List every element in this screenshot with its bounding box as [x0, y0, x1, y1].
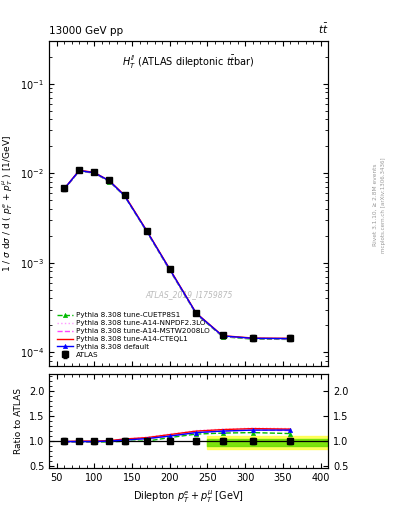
- Pythia 8.308 tune-CUETP8S1: [288, 336, 293, 343]
- Text: $H_T^{ll}$ (ATLAS dileptonic $t\bar{t}$bar): $H_T^{ll}$ (ATLAS dileptonic $t\bar{t}$b…: [122, 54, 255, 71]
- Pythia 8.308 tune-A14-MSTW2008LO: [167, 267, 172, 273]
- Pythia 8.308 tune-A14-NNPDF2.3LO: [194, 310, 198, 316]
- Pythia 8.308 tune-CUETP8S1: [194, 311, 198, 317]
- Pythia 8.308 tune-A14-NNPDF2.3LO: [250, 335, 255, 342]
- Pythia 8.308 tune-A14-NNPDF2.3LO: [288, 335, 293, 342]
- Pythia 8.308 tune-A14-NNPDF2.3LO: [62, 185, 66, 191]
- Pythia 8.308 default: [122, 193, 127, 199]
- Line: Pythia 8.308 tune-A14-CTEQL1: Pythia 8.308 tune-A14-CTEQL1: [64, 170, 290, 338]
- Pythia 8.308 tune-CUETP8S1: [250, 336, 255, 342]
- Pythia 8.308 tune-A14-MSTW2008LO: [107, 178, 112, 184]
- Pythia 8.308 default: [92, 169, 97, 176]
- Pythia 8.308 tune-A14-CTEQL1: [107, 178, 112, 184]
- Pythia 8.308 tune-A14-NNPDF2.3LO: [107, 178, 112, 184]
- Text: mcplots.cern.ch [arXiv:1306.3436]: mcplots.cern.ch [arXiv:1306.3436]: [381, 157, 386, 252]
- Pythia 8.308 tune-CUETP8S1: [92, 170, 97, 176]
- Text: 13000 GeV pp: 13000 GeV pp: [49, 26, 123, 36]
- Text: ATLAS_2019_I1759875: ATLAS_2019_I1759875: [145, 290, 232, 299]
- Y-axis label: Ratio to ATLAS: Ratio to ATLAS: [14, 388, 23, 454]
- Pythia 8.308 tune-CUETP8S1: [107, 179, 112, 185]
- Pythia 8.308 tune-CUETP8S1: [77, 168, 82, 174]
- Pythia 8.308 tune-A14-CTEQL1: [92, 169, 97, 176]
- Pythia 8.308 tune-CUETP8S1: [62, 186, 66, 193]
- Pythia 8.308 default: [62, 186, 66, 192]
- Pythia 8.308 tune-A14-CTEQL1: [288, 335, 293, 342]
- Pythia 8.308 tune-A14-MSTW2008LO: [92, 170, 97, 176]
- Line: Pythia 8.308 tune-A14-NNPDF2.3LO: Pythia 8.308 tune-A14-NNPDF2.3LO: [64, 170, 290, 338]
- Pythia 8.308 tune-A14-NNPDF2.3LO: [145, 229, 149, 235]
- Pythia 8.308 tune-A14-CTEQL1: [220, 333, 225, 339]
- Pythia 8.308 tune-A14-CTEQL1: [77, 167, 82, 173]
- Pythia 8.308 tune-A14-NNPDF2.3LO: [77, 167, 82, 174]
- Pythia 8.308 tune-A14-MSTW2008LO: [288, 336, 293, 342]
- Text: Rivet 3.1.10, ≥ 2.8M events: Rivet 3.1.10, ≥ 2.8M events: [373, 163, 378, 246]
- Text: $t\bar{t}$: $t\bar{t}$: [318, 22, 328, 36]
- Line: Pythia 8.308 tune-CUETP8S1: Pythia 8.308 tune-CUETP8S1: [62, 169, 292, 342]
- Pythia 8.308 default: [107, 178, 112, 184]
- Pythia 8.308 default: [220, 333, 225, 339]
- X-axis label: Dilepton $p_T^e + p_T^{\mu}$ [GeV]: Dilepton $p_T^e + p_T^{\mu}$ [GeV]: [133, 489, 244, 505]
- Pythia 8.308 tune-A14-NNPDF2.3LO: [220, 333, 225, 339]
- Pythia 8.308 default: [145, 229, 149, 235]
- Y-axis label: 1 / $\sigma$ d$\sigma$ / d ( $p_T^e$ + $p_T^{\mu}$ ) [1/GeV]: 1 / $\sigma$ d$\sigma$ / d ( $p_T^e$ + $…: [0, 135, 15, 272]
- Pythia 8.308 tune-A14-CTEQL1: [62, 186, 66, 192]
- Pythia 8.308 default: [77, 167, 82, 174]
- Pythia 8.308 default: [288, 335, 293, 342]
- Pythia 8.308 tune-A14-MSTW2008LO: [122, 193, 127, 199]
- Pythia 8.308 tune-A14-MSTW2008LO: [220, 333, 225, 339]
- Pythia 8.308 default: [167, 266, 172, 272]
- Pythia 8.308 tune-A14-CTEQL1: [122, 192, 127, 198]
- Pythia 8.308 tune-A14-NNPDF2.3LO: [167, 267, 172, 273]
- Pythia 8.308 tune-A14-MSTW2008LO: [194, 311, 198, 317]
- Pythia 8.308 tune-A14-CTEQL1: [250, 335, 255, 341]
- Pythia 8.308 tune-A14-NNPDF2.3LO: [92, 169, 97, 176]
- Pythia 8.308 tune-A14-MSTW2008LO: [77, 167, 82, 174]
- Pythia 8.308 tune-A14-CTEQL1: [167, 266, 172, 272]
- Pythia 8.308 default: [194, 310, 198, 316]
- Pythia 8.308 tune-CUETP8S1: [167, 267, 172, 273]
- Pythia 8.308 tune-A14-CTEQL1: [194, 310, 198, 316]
- Line: Pythia 8.308 tune-A14-MSTW2008LO: Pythia 8.308 tune-A14-MSTW2008LO: [64, 170, 290, 339]
- Pythia 8.308 default: [250, 335, 255, 342]
- Pythia 8.308 tune-A14-MSTW2008LO: [145, 229, 149, 235]
- Pythia 8.308 tune-A14-NNPDF2.3LO: [122, 193, 127, 199]
- Pythia 8.308 tune-A14-CTEQL1: [145, 228, 149, 234]
- Pythia 8.308 tune-CUETP8S1: [220, 334, 225, 340]
- Pythia 8.308 tune-CUETP8S1: [145, 229, 149, 236]
- Legend: Pythia 8.308 tune-CUETP8S1, Pythia 8.308 tune-A14-NNPDF2.3LO, Pythia 8.308 tune-: Pythia 8.308 tune-CUETP8S1, Pythia 8.308…: [55, 311, 211, 359]
- Pythia 8.308 tune-A14-MSTW2008LO: [62, 186, 66, 193]
- Line: Pythia 8.308 default: Pythia 8.308 default: [62, 168, 292, 340]
- Pythia 8.308 tune-CUETP8S1: [122, 193, 127, 199]
- Pythia 8.308 tune-A14-MSTW2008LO: [250, 335, 255, 342]
